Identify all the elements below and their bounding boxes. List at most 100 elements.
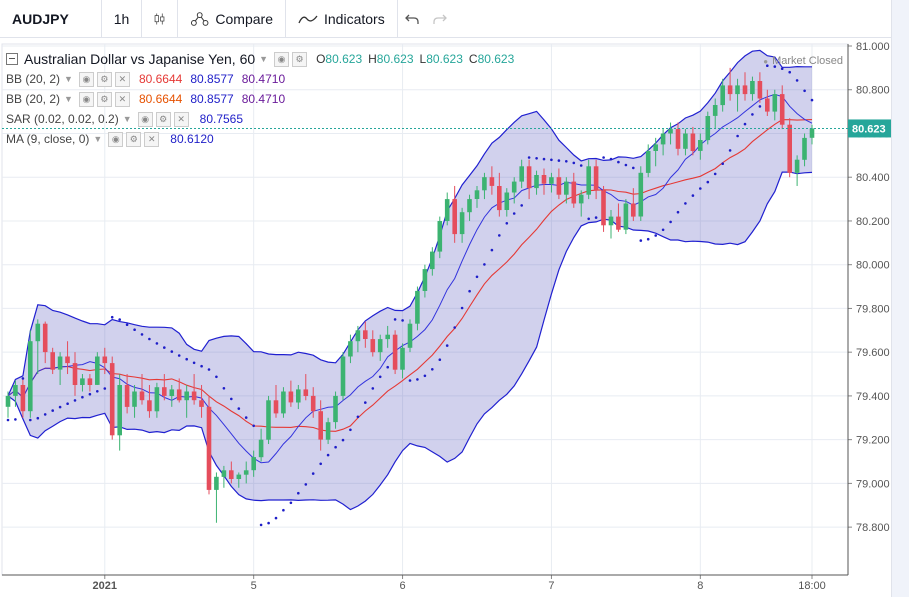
indicator-value-middle: 80.6644 bbox=[138, 92, 183, 106]
candle-body bbox=[117, 385, 122, 436]
candle-body bbox=[430, 251, 435, 270]
candle-body bbox=[504, 192, 510, 210]
sar-dot bbox=[133, 328, 136, 332]
candle-body bbox=[13, 385, 18, 396]
sar-dot bbox=[163, 346, 166, 349]
candle bbox=[325, 417, 331, 445]
settings-icon[interactable]: ⚙ bbox=[292, 51, 308, 67]
chevron-down-icon[interactable]: ▼ bbox=[122, 114, 132, 124]
close-icon[interactable]: ✕ bbox=[173, 111, 189, 127]
candle bbox=[162, 374, 167, 401]
redo-button[interactable] bbox=[426, 0, 454, 37]
sar-dot bbox=[736, 134, 739, 138]
chevron-down-icon[interactable]: ▼ bbox=[259, 54, 269, 64]
candle bbox=[303, 374, 309, 401]
candle-body bbox=[735, 85, 740, 95]
symbol-search-button[interactable]: AUDJPY bbox=[0, 0, 102, 37]
candle bbox=[221, 465, 227, 488]
candle bbox=[511, 177, 517, 204]
candle-body bbox=[668, 129, 673, 134]
undo-button[interactable] bbox=[398, 0, 426, 37]
indicator-name: SAR (0.02, 0.02, 0.2) bbox=[6, 112, 119, 126]
candle-body bbox=[348, 341, 353, 357]
y-axis-tick-label: 78.800 bbox=[856, 522, 890, 534]
candle-body bbox=[653, 144, 658, 151]
sar-dot bbox=[6, 418, 10, 422]
undo-icon bbox=[405, 14, 419, 24]
candle bbox=[556, 168, 562, 200]
indicators-button[interactable]: Indicators bbox=[286, 0, 398, 37]
chart-style-button[interactable] bbox=[142, 0, 178, 37]
sar-dot bbox=[96, 390, 99, 393]
candle bbox=[750, 76, 755, 101]
candle bbox=[474, 185, 480, 208]
sar-dot bbox=[207, 368, 211, 371]
candle bbox=[534, 170, 539, 195]
eye-icon[interactable]: ◉ bbox=[137, 111, 153, 127]
sar-dot bbox=[445, 344, 449, 347]
candle-body bbox=[132, 391, 137, 407]
main-series-row: Australian Dollar vs Japanise Yen, 60 ▼ … bbox=[6, 49, 514, 69]
candle-body bbox=[698, 140, 703, 151]
compare-button[interactable]: Compare bbox=[178, 0, 286, 37]
candle-body bbox=[675, 129, 681, 149]
candle-body bbox=[65, 356, 70, 364]
eye-icon[interactable]: ◉ bbox=[108, 131, 124, 147]
candle bbox=[206, 395, 212, 495]
candle bbox=[42, 321, 48, 364]
vertical-scrollbar[interactable] bbox=[891, 0, 909, 597]
candle-body bbox=[42, 323, 48, 353]
close-icon[interactable]: ✕ bbox=[114, 71, 130, 87]
chevron-down-icon[interactable]: ▼ bbox=[64, 94, 73, 104]
sar-dot bbox=[148, 337, 151, 341]
sar-dot bbox=[788, 70, 791, 74]
sar-dot bbox=[222, 387, 226, 390]
chevron-down-icon[interactable]: ▼ bbox=[93, 134, 103, 144]
market-status: Market Closed bbox=[763, 55, 843, 67]
close-icon[interactable]: ✕ bbox=[114, 91, 130, 107]
collapse-legend-button[interactable] bbox=[6, 53, 18, 65]
candle-body bbox=[526, 166, 532, 189]
eye-icon[interactable]: ◉ bbox=[274, 51, 290, 67]
bollinger-band-fill bbox=[8, 50, 812, 510]
candle bbox=[645, 144, 651, 178]
sar-dot bbox=[58, 405, 62, 409]
settings-icon[interactable]: ⚙ bbox=[96, 91, 112, 107]
sar-dot bbox=[252, 424, 255, 428]
settings-icon[interactable]: ⚙ bbox=[155, 111, 171, 127]
candle bbox=[288, 380, 294, 407]
candle-body bbox=[556, 177, 562, 195]
sar-dot bbox=[527, 156, 531, 159]
candle-body bbox=[742, 85, 748, 95]
indicator-row-bb1: BB (20, 2) ▼ ◉ ⚙ ✕ 80.6644 80.8577 80.4710 bbox=[6, 69, 514, 89]
candle-body bbox=[288, 391, 294, 403]
sar-dot bbox=[274, 516, 278, 520]
sar-dot bbox=[29, 418, 32, 422]
interval-button[interactable]: 1h bbox=[102, 0, 142, 37]
sar-dot bbox=[699, 187, 702, 190]
candle-body bbox=[437, 221, 443, 252]
candle bbox=[236, 472, 242, 488]
low-value: 80.623 bbox=[426, 52, 463, 66]
candle bbox=[340, 352, 346, 401]
y-axis-tick-label: 79.000 bbox=[856, 478, 890, 490]
chevron-down-icon[interactable]: ▼ bbox=[64, 74, 73, 84]
candle bbox=[199, 384, 204, 418]
eye-icon[interactable]: ◉ bbox=[78, 91, 94, 107]
candle bbox=[117, 374, 122, 451]
candle-body bbox=[102, 356, 108, 364]
sar-dot bbox=[349, 428, 352, 432]
candle bbox=[683, 129, 688, 156]
settings-icon[interactable]: ⚙ bbox=[96, 71, 112, 87]
candle-body bbox=[310, 395, 316, 412]
sar-dot bbox=[21, 377, 25, 380]
candle-body bbox=[519, 166, 524, 182]
candle bbox=[430, 247, 435, 276]
candle-body bbox=[779, 94, 785, 125]
eye-icon[interactable]: ◉ bbox=[78, 71, 94, 87]
settings-icon[interactable]: ⚙ bbox=[126, 131, 142, 147]
close-icon[interactable]: ✕ bbox=[144, 131, 160, 147]
candle bbox=[415, 286, 420, 331]
compare-label: Compare bbox=[215, 10, 273, 27]
